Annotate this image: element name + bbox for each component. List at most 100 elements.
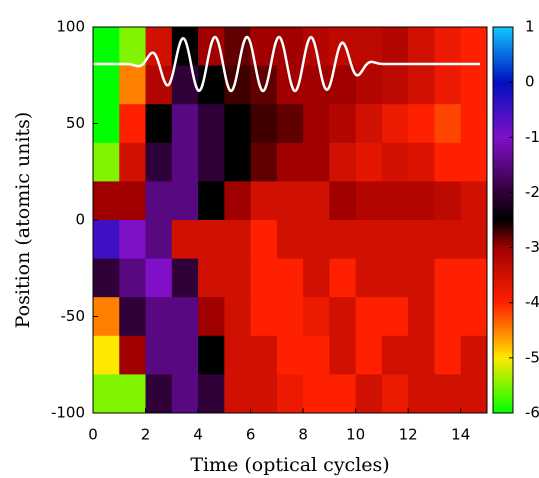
heat-cell (356, 66, 383, 105)
colorbar-tick-label: -6 (525, 404, 539, 422)
heat-cell (434, 259, 461, 298)
heat-cell (277, 104, 304, 143)
heat-cell (119, 259, 146, 298)
heat-cell (119, 104, 146, 143)
heat-cell (119, 66, 146, 105)
heat-cell (329, 181, 356, 220)
heat-cell (119, 336, 146, 375)
x-tick-label: 0 (88, 426, 98, 444)
heat-cell (277, 143, 304, 182)
heat-cell (461, 181, 488, 220)
heat-cell (303, 181, 330, 220)
x-tick-label: 8 (298, 426, 308, 444)
heat-cell (408, 66, 435, 105)
heat-cell (119, 143, 146, 182)
colorbar-tick-label: 0 (525, 73, 535, 91)
heat-cell (146, 374, 173, 413)
heat-cell (461, 220, 488, 259)
heat-cell (251, 104, 278, 143)
heat-cell (434, 374, 461, 413)
heat-cell (224, 336, 251, 375)
heat-cell (224, 374, 251, 413)
colorbar (493, 27, 513, 413)
heat-cell (146, 259, 173, 298)
colorbar-tick-label: -4 (525, 293, 539, 311)
heat-cell (434, 66, 461, 105)
heat-cell (93, 181, 120, 220)
x-tick-label: 4 (193, 426, 203, 444)
heat-cell (277, 181, 304, 220)
colorbar-tick-label: -1 (525, 128, 539, 146)
heat-cell (119, 181, 146, 220)
heat-cell (303, 297, 330, 336)
heat-cell (329, 336, 356, 375)
heat-cell (461, 297, 488, 336)
heat-cell (382, 66, 409, 105)
heat-cell (277, 374, 304, 413)
heat-cell (408, 220, 435, 259)
heat-cell (119, 374, 146, 413)
heat-cell (356, 143, 383, 182)
x-tick-label: 12 (399, 426, 418, 444)
heat-cell (198, 220, 225, 259)
heat-cell (198, 374, 225, 413)
heat-cell (329, 143, 356, 182)
heat-cell (434, 143, 461, 182)
heat-cell (408, 336, 435, 375)
x-tick-label: 10 (346, 426, 365, 444)
heat-cell (93, 374, 120, 413)
heat-cell (408, 259, 435, 298)
colorbar-tick-label: -5 (525, 348, 539, 366)
heat-cell (224, 27, 251, 66)
colorbar-tick-label: -2 (525, 183, 539, 201)
heat-cell (434, 336, 461, 375)
heat-cell (382, 143, 409, 182)
heat-cell (329, 259, 356, 298)
heat-cell (93, 336, 120, 375)
heat-cell (329, 297, 356, 336)
heat-cell (198, 143, 225, 182)
heat-cell (303, 143, 330, 182)
heat-cell (251, 259, 278, 298)
heat-cell (224, 104, 251, 143)
heat-cell (251, 66, 278, 105)
heat-cell (434, 104, 461, 143)
heat-cell (224, 220, 251, 259)
heat-cell (382, 104, 409, 143)
heat-cell (329, 220, 356, 259)
heat-cell (408, 181, 435, 220)
heat-cell (146, 104, 173, 143)
heat-cell (172, 143, 199, 182)
heat-cell (251, 143, 278, 182)
heat-cell (277, 27, 304, 66)
y-tick-label: 50 (66, 114, 85, 132)
heat-cell (329, 104, 356, 143)
heat-cell (461, 374, 488, 413)
y-tick-label: 100 (56, 18, 85, 36)
heat-cell (277, 259, 304, 298)
heat-cell (93, 27, 120, 66)
heat-cell (461, 66, 488, 105)
heat-cell (224, 259, 251, 298)
heat-cell (356, 259, 383, 298)
heat-cell (382, 297, 409, 336)
heat-cell (251, 336, 278, 375)
heat-cell (172, 336, 199, 375)
heat-cell (146, 181, 173, 220)
heat-cell (172, 220, 199, 259)
heat-cell (356, 181, 383, 220)
heat-cell (461, 259, 488, 298)
heat-cell (356, 27, 383, 66)
heat-cell (93, 66, 120, 105)
heat-cell (119, 27, 146, 66)
heat-cell (198, 336, 225, 375)
heat-cell (408, 27, 435, 66)
heat-cell (119, 220, 146, 259)
heat-cell (329, 374, 356, 413)
heat-cell (146, 143, 173, 182)
x-tick-label: 6 (246, 426, 256, 444)
heat-cell (356, 336, 383, 375)
heat-cell (224, 143, 251, 182)
heat-cell (146, 220, 173, 259)
heat-cell (356, 297, 383, 336)
